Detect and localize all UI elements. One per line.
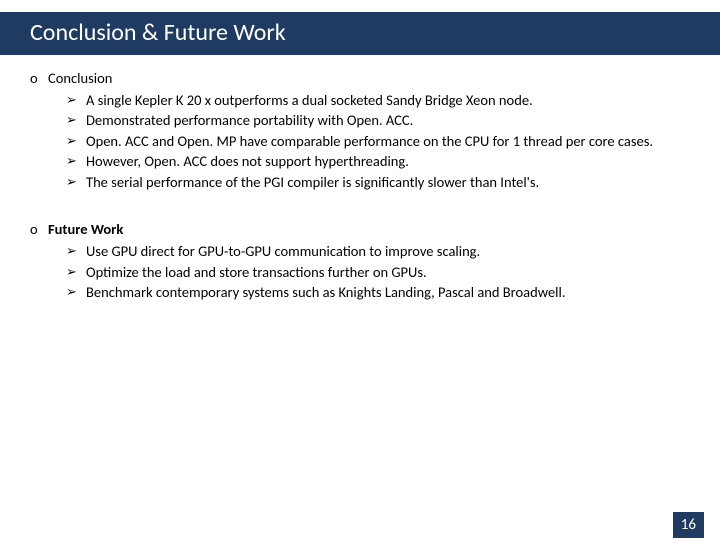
- slide-title-bar: Conclusion & Future Work: [0, 12, 720, 55]
- list-item: ➢ Use GPU direct for GPU-to-GPU communic…: [66, 242, 690, 262]
- arrow-icon: ➢: [66, 132, 86, 152]
- arrow-icon: ➢: [66, 152, 86, 172]
- bullet-circle-marker: o: [30, 220, 48, 240]
- arrow-icon: ➢: [66, 283, 86, 303]
- arrow-icon: ➢: [66, 111, 86, 131]
- arrow-icon: ➢: [66, 91, 86, 111]
- page-number-badge: 16: [673, 512, 704, 538]
- arrow-icon: ➢: [66, 173, 86, 193]
- arrow-icon: ➢: [66, 242, 86, 262]
- section-future-work: o Future Work ➢ Use GPU direct for GPU-t…: [30, 220, 690, 302]
- list-item-text: Optimize the load and store transactions…: [86, 263, 690, 283]
- list-item: ➢ Demonstrated performance portability w…: [66, 111, 690, 131]
- sub-list: ➢ A single Kepler K 20 x outperforms a d…: [66, 91, 690, 193]
- list-item-text: Demonstrated performance portability wit…: [86, 111, 690, 131]
- section-head: o Conclusion: [30, 69, 690, 89]
- list-item: ➢ Optimize the load and store transactio…: [66, 263, 690, 283]
- list-item: ➢ However, Open. ACC does not support hy…: [66, 152, 690, 172]
- list-item: ➢ Benchmark contemporary systems such as…: [66, 283, 690, 303]
- list-item-text: Use GPU direct for GPU-to-GPU communicat…: [86, 242, 690, 262]
- list-item: ➢ The serial performance of the PGI comp…: [66, 173, 690, 193]
- list-item-text: Benchmark contemporary systems such as K…: [86, 283, 690, 303]
- section-conclusion: o Conclusion ➢ A single Kepler K 20 x ou…: [30, 69, 690, 192]
- list-item: ➢ Open. ACC and Open. MP have comparable…: [66, 132, 690, 152]
- list-item-text: The serial performance of the PGI compil…: [86, 173, 690, 193]
- list-item-text: Open. ACC and Open. MP have comparable p…: [86, 132, 690, 152]
- sub-list: ➢ Use GPU direct for GPU-to-GPU communic…: [66, 242, 690, 303]
- list-item-text: However, Open. ACC does not support hype…: [86, 152, 690, 172]
- section-head: o Future Work: [30, 220, 690, 240]
- arrow-icon: ➢: [66, 263, 86, 283]
- slide-content: o Conclusion ➢ A single Kepler K 20 x ou…: [0, 55, 720, 303]
- slide-title: Conclusion & Future Work: [30, 18, 700, 47]
- list-item-text: A single Kepler K 20 x outperforms a dua…: [86, 91, 690, 111]
- section-heading: Future Work: [48, 220, 123, 240]
- bullet-circle-marker: o: [30, 69, 48, 89]
- list-item: ➢ A single Kepler K 20 x outperforms a d…: [66, 91, 690, 111]
- section-heading: Conclusion: [48, 69, 112, 89]
